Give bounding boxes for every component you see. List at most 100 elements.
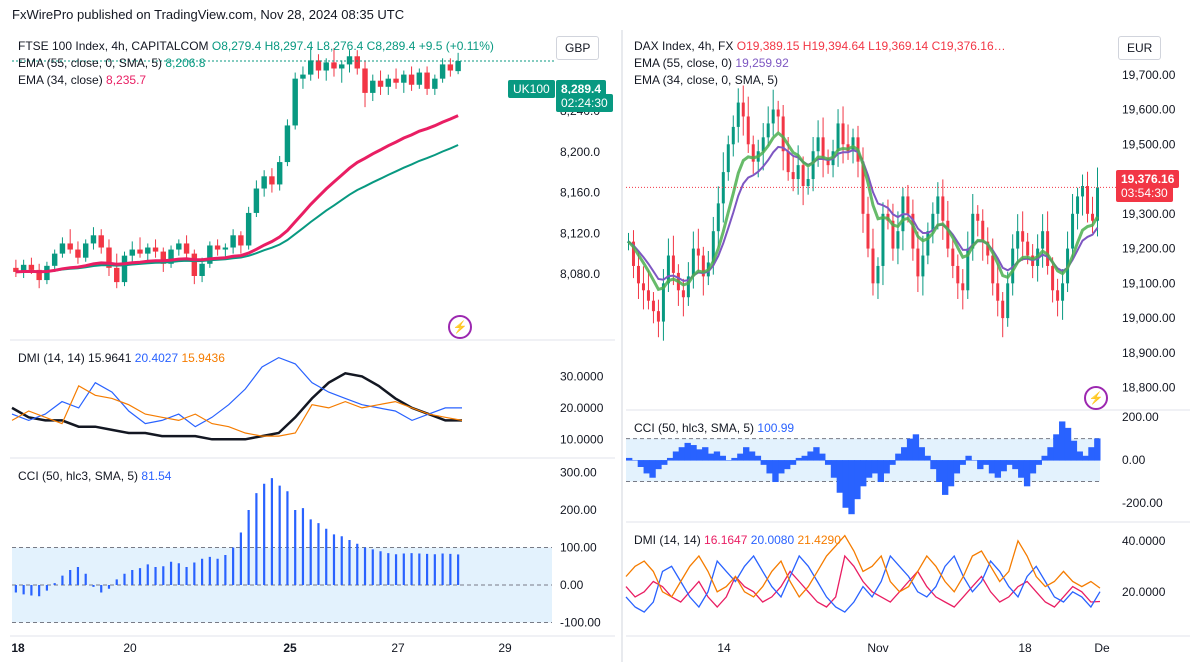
dax-cci-bar-65 — [1006, 460, 1013, 465]
ftse-candle-body-25 — [207, 245, 213, 264]
dax-ema34-legend[interactable]: EMA (34, close, 0, SMA, 5) — [634, 73, 778, 87]
dax-candle-body-19 — [721, 172, 725, 204]
dax-lightning-icon[interactable]: ⚡ — [1084, 386, 1108, 410]
ftse-cci-ytick-4: 300.00 — [560, 466, 597, 480]
ftse-candle-body-2 — [28, 264, 35, 270]
dax-cci-bar-31 — [807, 451, 814, 461]
ftse-candle-body-30 — [245, 212, 252, 246]
dax-cci-bar-26 — [778, 460, 785, 474]
ftse-symbol[interactable]: FTSE 100 Index, 4h, CAPITALCOM — [18, 39, 209, 53]
dax-cci-bar-22 — [754, 455, 762, 461]
ftse-candle-body-41 — [331, 62, 337, 69]
dax-candle-body-6 — [656, 311, 660, 322]
dax-countdown-tag: 03:54:30 — [1116, 184, 1173, 202]
ftse-dmi-legend[interactable]: DMI (14, 14) 15.9641 20.4027 15.9436 — [18, 351, 225, 365]
dax-cci-legend[interactable]: CCI (50, hlc3, SMA, 5) 100.99 — [634, 421, 794, 435]
dax-dmi-series-di — [625, 554, 1101, 613]
ftse-lightning-icon[interactable]: ⚡ — [448, 315, 472, 339]
ftse-candle-body-47 — [377, 80, 384, 87]
dax-price-tag: 19,376.16 — [1116, 170, 1180, 188]
ftse-legend-row: FTSE 100 Index, 4h, CAPITALCOM O8,279.4 … — [18, 39, 494, 53]
ftse-ema55-legend[interactable]: EMA (55, close, 0, SMA, 5) 8,206.8 — [18, 56, 205, 70]
dax-cci-bar-68 — [1023, 460, 1031, 487]
dax-cci-bar-48 — [906, 438, 914, 461]
ftse-candle-body-20 — [168, 249, 174, 264]
dax-currency-button[interactable]: EUR — [1118, 36, 1162, 60]
dax-ema55-legend[interactable]: EMA (55, close, 0) 19,259.92 — [634, 56, 789, 70]
dax-dmi-legend[interactable]: DMI (14, 14) 16.1647 20.0080 21.4290 — [634, 533, 841, 547]
dax-candle-body-40 — [826, 158, 830, 166]
dax-cci-bar-63 — [994, 460, 1002, 478]
dax-symbol[interactable]: DAX Index, 4h, FX — [634, 39, 734, 53]
dax-xtick-2: 18 — [1018, 641, 1032, 655]
dax-dmi-ytick-1: 40.0000 — [1122, 534, 1166, 548]
dax-cci-ytick-0: -200.00 — [1122, 496, 1163, 510]
dax-cci-bar-64 — [1000, 460, 1007, 472]
ftse-cci-label: CCI (50, hlc3, SMA, 5) — [18, 469, 139, 483]
ftse-candle-body-23 — [191, 253, 198, 276]
dax-candle-body-72 — [986, 241, 990, 256]
dax-cci-bar-43 — [877, 460, 884, 483]
dax-cci-bar-76 — [1070, 440, 1078, 461]
dax-cci-bar-13 — [702, 447, 709, 461]
dax-candle-body-68 — [966, 248, 970, 291]
dax-candle-body-84 — [1046, 231, 1050, 266]
dax-cci-bar-70 — [1035, 460, 1042, 465]
dax-cci-bar-72 — [1047, 447, 1054, 461]
ftse-xtick-2: 25 — [283, 641, 297, 655]
dax-candle-body-50 — [876, 265, 880, 284]
ftse-ema55-value: 8,206.8 — [165, 56, 206, 70]
ftse-cci-ytick-2: 100.00 — [560, 541, 597, 555]
dax-cci-bar-4 — [649, 460, 656, 478]
dax-cci-bar-41 — [865, 460, 873, 478]
ftse-cci-legend[interactable]: CCI (50, hlc3, SMA, 5) 81.54 — [18, 469, 171, 483]
dax-cci-bar-62 — [988, 460, 996, 474]
ftse-candle-body-21 — [176, 243, 182, 250]
ftse-ytick-2: 8,160.0 — [560, 186, 600, 200]
dax-cci-bar-28 — [789, 460, 797, 465]
ftse-candle-body-7 — [67, 243, 73, 250]
dax-candle-body-73 — [991, 255, 995, 284]
dax-cci-bar-6 — [661, 460, 668, 465]
dax-cci-bar-33 — [819, 453, 826, 461]
dax-candle-body-14 — [696, 248, 700, 256]
dax-candle-body-54 — [896, 231, 900, 249]
dax-cci-bar-73 — [1053, 434, 1060, 461]
dax-ema34-label: EMA (34, close, 0, SMA, 5) — [634, 73, 779, 87]
dax-ytick-2: 19,000.00 — [1122, 311, 1176, 325]
ftse-candle-body-38 — [307, 60, 314, 75]
ftse-candle-body-18 — [152, 247, 159, 252]
ftse-candle-body-45 — [362, 68, 368, 93]
ftse-candle-body-54 — [432, 78, 438, 89]
ftse-cci-ytick-1: 0.00 — [560, 578, 584, 592]
dax-cci-bar-49 — [912, 434, 920, 461]
ftse-candle-body-17 — [145, 247, 151, 254]
dax-candle-body-29 — [771, 109, 775, 124]
ftse-ema34-legend[interactable]: EMA (34, close) 8,235.7 — [18, 73, 146, 87]
dax-candle-body-78 — [1016, 231, 1020, 249]
dax-candle-body-48 — [866, 213, 870, 249]
dax-cci-bar-32 — [813, 447, 820, 461]
dax-candle-body-18 — [716, 203, 720, 232]
ftse-symbol-tag: UK100 — [508, 80, 555, 98]
dax-candle-body-4 — [646, 290, 650, 301]
ftse-currency-button[interactable]: GBP — [556, 36, 600, 60]
dax-xtick-1: Nov — [867, 641, 888, 655]
dax-cci-bar-46 — [895, 453, 902, 461]
ftse-cci-ytick-0: -100.00 — [560, 616, 601, 630]
dax-candle-body-63 — [941, 196, 945, 221]
dax-candle-body-33 — [791, 172, 795, 180]
dax-candle-body-76 — [1006, 283, 1010, 319]
dax-cci-bar-25 — [772, 460, 779, 483]
dax-candle-body-65 — [951, 248, 955, 266]
dax-candle-body-7 — [661, 283, 665, 322]
dax-cci-bar-5 — [655, 460, 662, 470]
dax-candle-body-24 — [746, 116, 750, 145]
dax-cci-bar-60 — [977, 460, 984, 470]
ftse-ema55-line — [15, 144, 459, 273]
ftse-candle-body-35 — [284, 125, 291, 163]
ftse-dmi-series-adx — [11, 371, 462, 441]
dax-cci-bar-0 — [626, 457, 633, 461]
dax-ytick-9: 19,700.00 — [1122, 68, 1176, 82]
